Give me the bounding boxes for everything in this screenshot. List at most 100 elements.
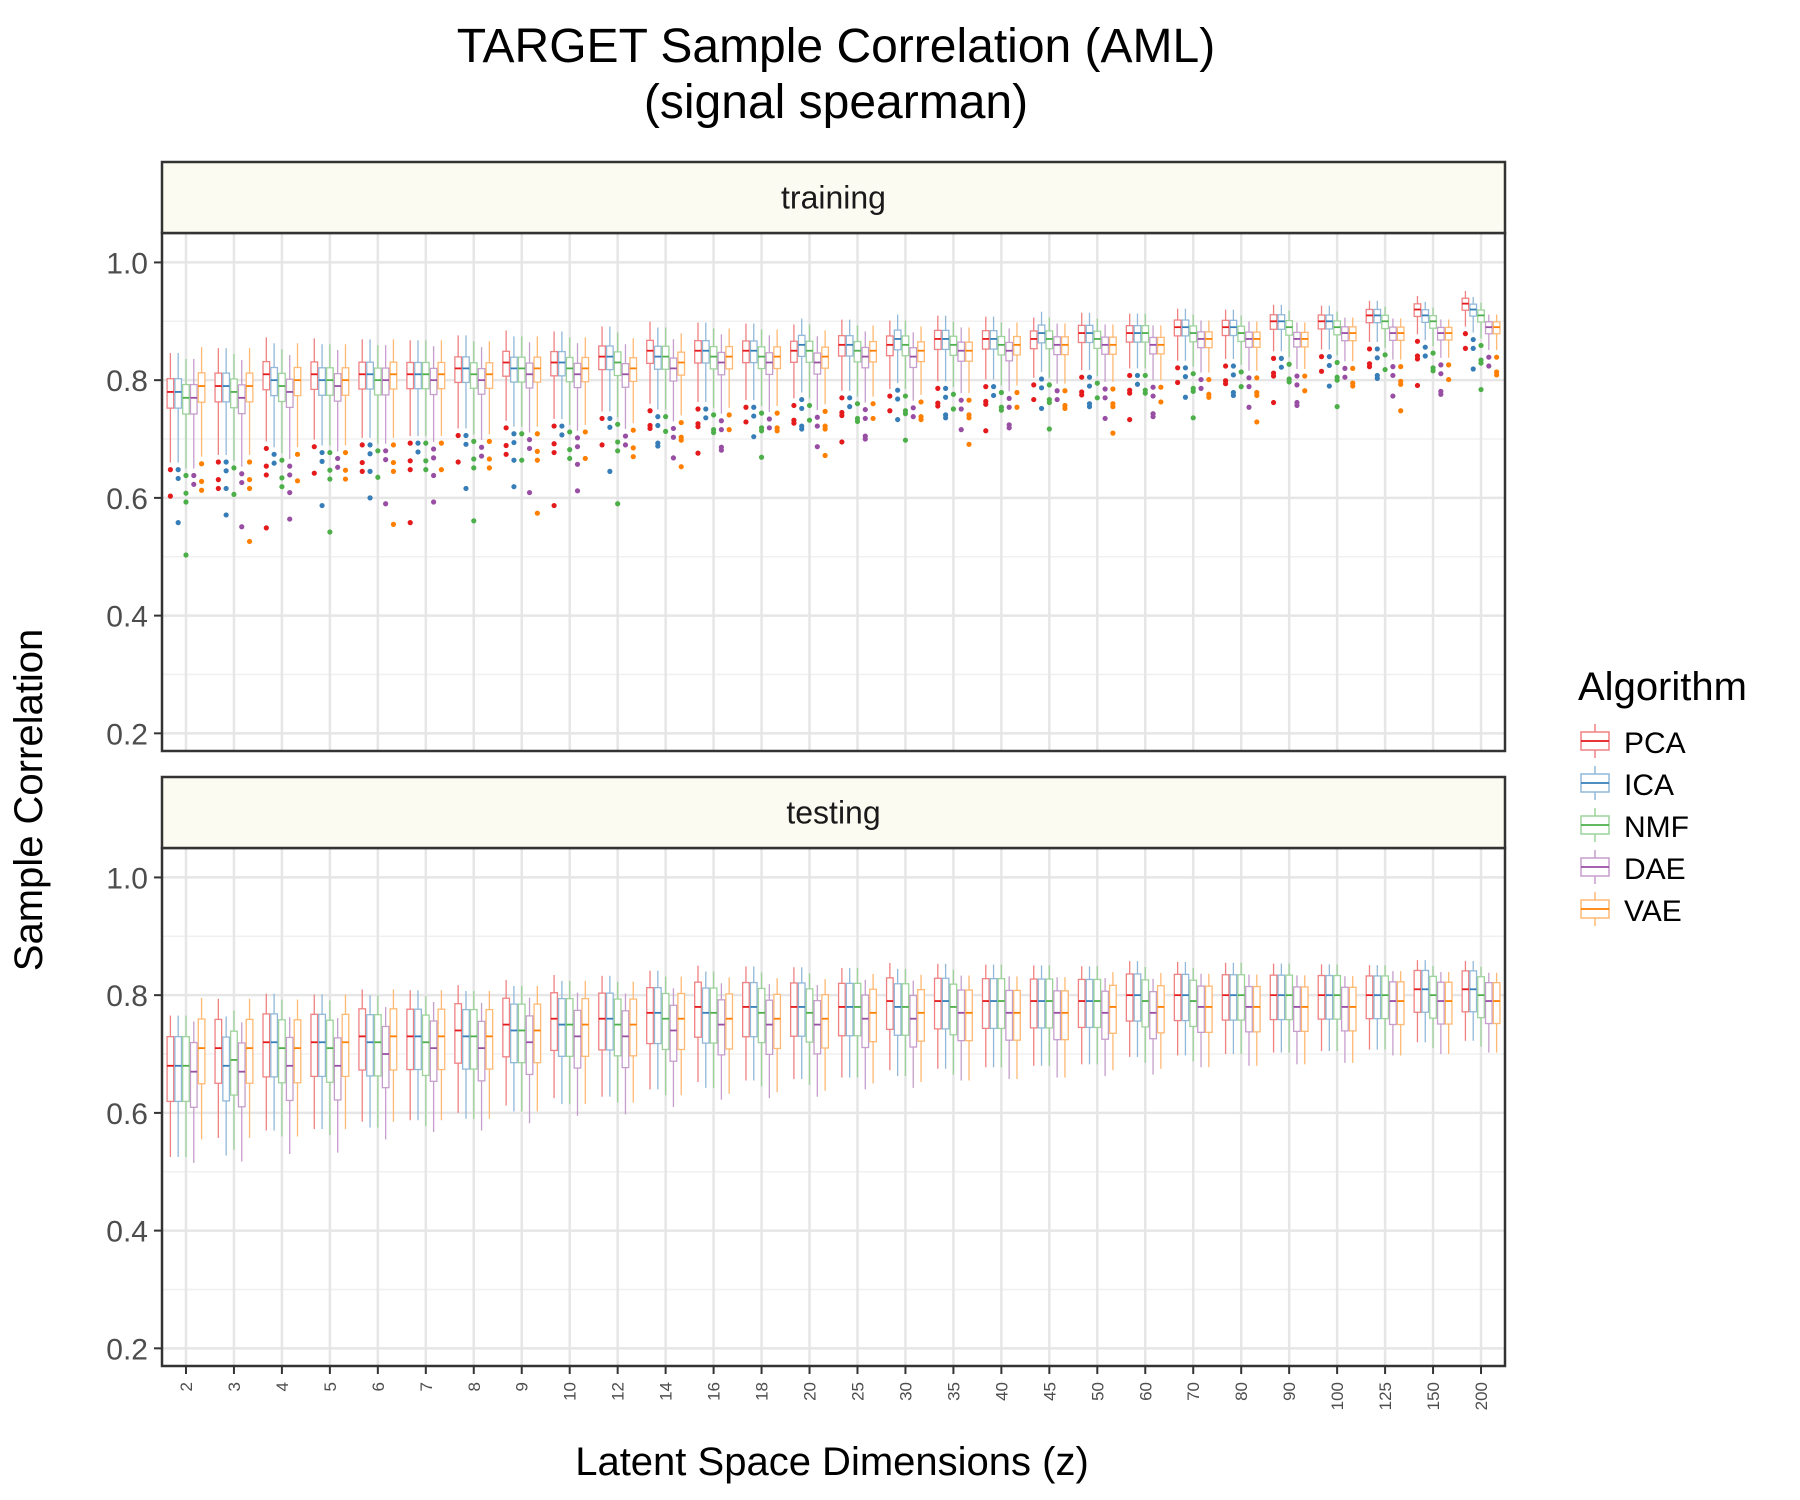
- outlier-point: [1222, 363, 1229, 369]
- outlier-point: [431, 472, 437, 479]
- box-iqr: [789, 340, 798, 363]
- outlier-point: [526, 437, 533, 443]
- box-nmf-z125: [1381, 306, 1390, 373]
- box-iqr: [981, 978, 990, 1030]
- outlier-point: [1390, 364, 1396, 370]
- box-iqr: [414, 1008, 422, 1071]
- x-axis-label: Latent Space Dimensions (z): [575, 1440, 1089, 1484]
- outlier-point: [574, 435, 581, 441]
- outlier-point: [183, 499, 189, 505]
- box-iqr: [997, 335, 1006, 356]
- outlier-point: [1175, 379, 1181, 386]
- box-nmf-z3: [229, 1010, 238, 1150]
- box-nmf-z18: [757, 972, 766, 1087]
- box-iqr: [669, 1004, 678, 1062]
- outlier-point: [1374, 346, 1380, 352]
- box-iqr: [1492, 981, 1501, 1025]
- box-dae-z7: [429, 346, 438, 505]
- outlier-point: [503, 451, 509, 457]
- box-nmf-z25: [853, 968, 862, 1078]
- box-iqr: [485, 362, 494, 389]
- outlier-point: [1110, 404, 1116, 410]
- outlier-point: [799, 423, 805, 429]
- outlier-point: [294, 478, 301, 484]
- outlier-point: [486, 465, 492, 471]
- outlier-point: [1190, 371, 1196, 377]
- box-iqr: [797, 982, 806, 1037]
- box-ica-z60: [1133, 313, 1142, 387]
- box-dae-z40: [1005, 328, 1014, 431]
- outlier-point: [415, 440, 421, 446]
- outlier-point: [511, 439, 517, 446]
- box-iqr: [325, 367, 334, 396]
- box-dae-z30: [909, 980, 918, 1088]
- box-vae-z35: [965, 975, 973, 1081]
- outlier-point: [471, 465, 477, 471]
- outlier-point: [1142, 390, 1148, 396]
- outlier-point: [1230, 389, 1236, 396]
- box-iqr: [270, 366, 279, 397]
- x-tick-label: 100: [1328, 1382, 1347, 1410]
- box-iqr: [621, 363, 630, 388]
- outlier-point: [599, 442, 605, 448]
- outlier-point: [622, 433, 629, 439]
- box-iqr: [1045, 978, 1054, 1029]
- box-iqr: [406, 361, 415, 390]
- box-nmf-z4: [277, 999, 286, 1137]
- outlier-point: [183, 552, 189, 558]
- outlier-point: [918, 399, 924, 405]
- x-tick-label: 6: [369, 1382, 388, 1391]
- outlier-point: [862, 406, 868, 413]
- outlier-point: [287, 463, 293, 469]
- outlier-point: [455, 432, 461, 439]
- box-iqr: [381, 367, 390, 396]
- outlier-point: [670, 455, 677, 461]
- box-vae-z2: [197, 997, 206, 1140]
- outlier-point: [791, 402, 797, 409]
- outlier-point: [1150, 393, 1156, 399]
- box-nmf-z125: [1381, 965, 1390, 1050]
- box-ica-z12: [605, 326, 614, 474]
- box-vae-z125: [1396, 971, 1405, 1056]
- outlier-point: [1079, 374, 1085, 380]
- outlier-point: [1150, 384, 1156, 390]
- y-tick-label: 0.2: [106, 1333, 148, 1366]
- outlier-point: [1014, 404, 1020, 410]
- facet-strip-label: training: [781, 180, 886, 216]
- outlier-point: [1127, 390, 1133, 396]
- box-iqr: [166, 378, 175, 409]
- box-dae-z3: [237, 1022, 246, 1162]
- outlier-point: [551, 502, 557, 509]
- box-pca-z20: [789, 324, 798, 426]
- outlier-point: [1414, 356, 1421, 362]
- box-nmf-z16: [709, 971, 718, 1088]
- x-tick-label: 150: [1424, 1382, 1443, 1410]
- box-pca-z3: [214, 348, 223, 492]
- box-dae-z2: [189, 358, 198, 487]
- box-iqr: [845, 982, 854, 1037]
- box-pca-z70: [1173, 961, 1182, 1056]
- box-vae-z3: [245, 348, 254, 545]
- legend-label: NMF: [1624, 811, 1689, 844]
- box-iqr: [1204, 985, 1213, 1033]
- legend-label: VAE: [1624, 895, 1682, 928]
- outlier-point: [1094, 380, 1100, 386]
- box-nmf-z100: [1333, 964, 1342, 1052]
- box-iqr: [222, 1036, 231, 1102]
- box-iqr: [742, 340, 750, 364]
- box-dae-z10: [573, 992, 582, 1116]
- box-vae-z90: [1300, 975, 1309, 1065]
- legend-item-dae: DAE: [1580, 850, 1686, 886]
- box-vae-z12: [629, 338, 638, 460]
- outlier-point: [1127, 416, 1133, 423]
- box-iqr: [389, 361, 398, 390]
- box-pca-z18: [742, 966, 750, 1081]
- outlier-point: [383, 501, 389, 507]
- outlier-point: [1031, 382, 1037, 388]
- outlier-point: [1366, 364, 1373, 370]
- box-iqr: [821, 994, 830, 1049]
- outlier-point: [1438, 371, 1444, 377]
- box-iqr: [965, 341, 973, 362]
- outlier-point: [390, 468, 397, 474]
- box-dae-z6: [381, 1007, 390, 1140]
